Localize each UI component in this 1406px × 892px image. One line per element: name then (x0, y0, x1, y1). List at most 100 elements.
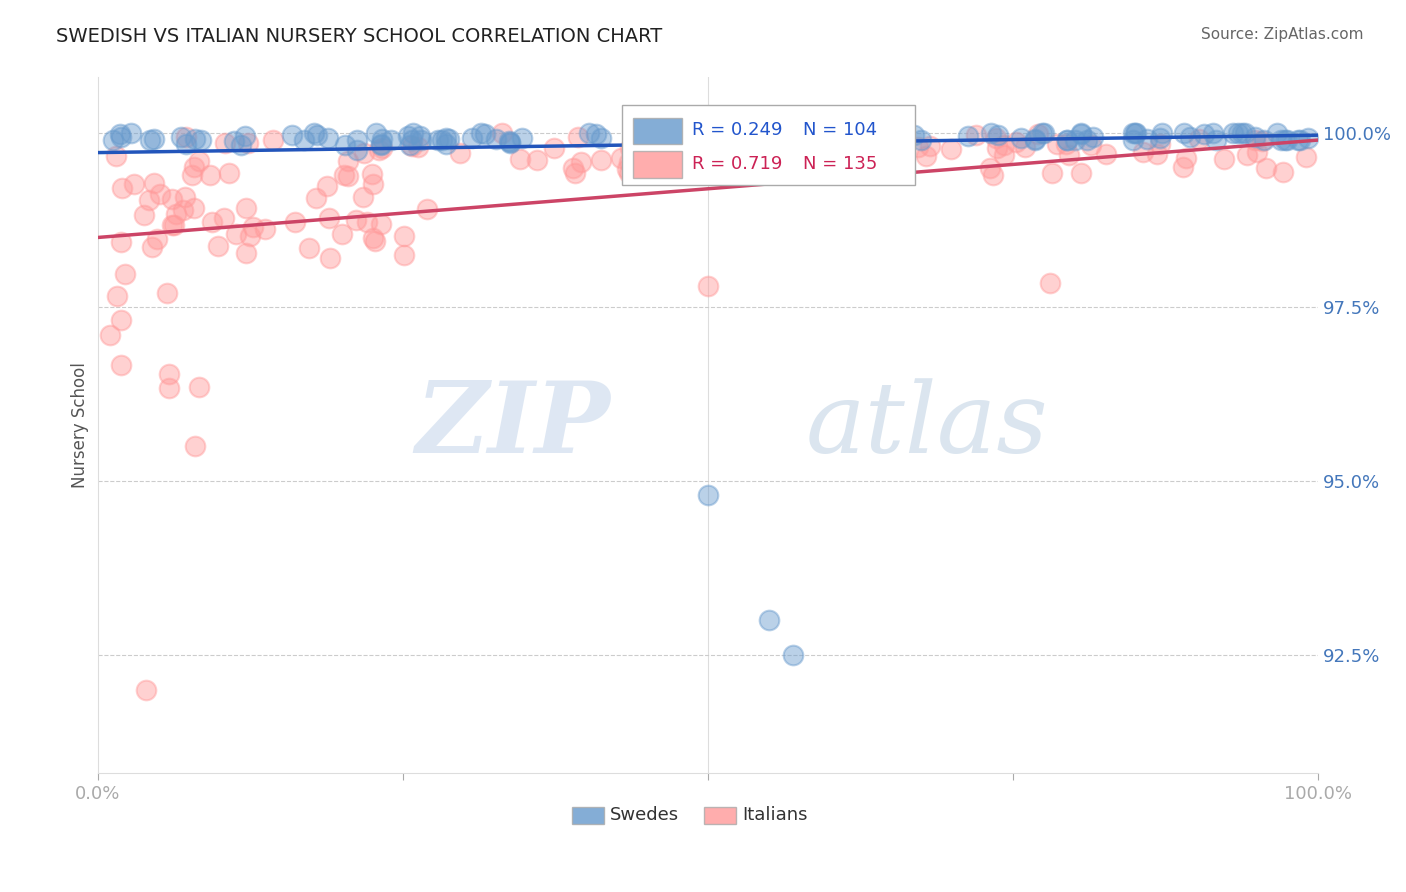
Point (986, 141, 1008, 155)
Point (201, 215, 224, 229)
Point (207, 239, 229, 253)
Point (624, 126, 647, 140)
Point (1122, 126, 1144, 140)
Point (470, 126, 492, 140)
Point (174, 189, 197, 203)
Point (409, 133, 432, 147)
Point (142, 132, 165, 146)
Point (1232, 126, 1254, 140)
Point (1070, 166, 1092, 180)
Point (330, 227, 353, 242)
Point (981, 168, 1004, 182)
Point (1286, 133, 1309, 147)
Point (562, 161, 585, 176)
Point (163, 218, 186, 232)
Point (335, 138, 357, 153)
Point (212, 211, 235, 226)
Point (741, 126, 763, 140)
Point (858, 139, 880, 153)
Point (165, 207, 187, 221)
Point (370, 138, 392, 153)
Point (1081, 129, 1104, 144)
Point (1149, 131, 1171, 145)
Point (1253, 133, 1275, 147)
Point (1274, 133, 1296, 147)
Point (110, 130, 132, 145)
Point (409, 129, 432, 144)
Point (1076, 133, 1098, 147)
Point (980, 126, 1002, 140)
Point (298, 241, 321, 255)
Point (190, 133, 212, 147)
Point (1298, 131, 1320, 145)
Point (224, 227, 246, 241)
Point (754, 131, 776, 145)
Point (352, 190, 374, 204)
Point (1175, 151, 1198, 165)
Text: Italians: Italians (742, 806, 807, 824)
Point (366, 126, 388, 140)
Point (187, 380, 209, 394)
Point (792, 155, 814, 169)
Point (218, 166, 240, 180)
Point (509, 152, 531, 166)
Point (344, 212, 367, 227)
Text: Swedes: Swedes (610, 806, 679, 824)
Point (401, 126, 423, 140)
Point (1146, 146, 1168, 161)
Point (1251, 135, 1274, 149)
Point (254, 221, 277, 235)
Text: N = 104: N = 104 (803, 120, 877, 138)
Point (1132, 145, 1154, 160)
Point (392, 248, 415, 262)
Point (526, 153, 548, 167)
Point (434, 137, 457, 152)
Point (183, 132, 205, 146)
Point (180, 169, 202, 183)
Point (845, 126, 868, 140)
Point (1039, 276, 1062, 290)
Text: atlas: atlas (806, 377, 1049, 473)
Point (1213, 152, 1236, 166)
Point (993, 147, 1015, 161)
Point (1054, 136, 1077, 151)
Point (449, 146, 471, 161)
Point (884, 145, 907, 159)
Point (183, 201, 205, 215)
Point (370, 217, 392, 231)
Point (1026, 128, 1049, 142)
Point (1205, 133, 1227, 147)
Point (1202, 126, 1225, 140)
Point (1192, 127, 1215, 141)
Point (174, 137, 197, 152)
Point (498, 134, 520, 148)
Point (1171, 160, 1194, 174)
Point (903, 128, 925, 143)
Point (401, 139, 423, 153)
Point (1270, 133, 1292, 147)
Point (1243, 130, 1265, 145)
Point (1056, 133, 1078, 147)
Point (361, 167, 384, 181)
Point (399, 137, 422, 152)
Point (1064, 133, 1087, 147)
Point (1122, 133, 1144, 147)
Point (1227, 126, 1250, 140)
Point (426, 133, 449, 147)
Point (710, 128, 733, 143)
Text: R = 0.249: R = 0.249 (692, 120, 783, 138)
Point (336, 169, 359, 183)
Point (1173, 126, 1195, 140)
Point (1149, 136, 1171, 151)
Point (1040, 166, 1063, 180)
Point (1188, 132, 1211, 146)
Point (939, 142, 962, 156)
Text: SWEDISH VS ITALIAN NURSERY SCHOOL CORRELATION CHART: SWEDISH VS ITALIAN NURSERY SCHOOL CORREL… (56, 27, 662, 45)
Point (132, 208, 155, 222)
Point (1070, 126, 1092, 140)
Point (616, 161, 638, 176)
Point (401, 133, 423, 147)
Point (162, 218, 184, 232)
Point (371, 141, 394, 155)
Point (262, 133, 284, 147)
